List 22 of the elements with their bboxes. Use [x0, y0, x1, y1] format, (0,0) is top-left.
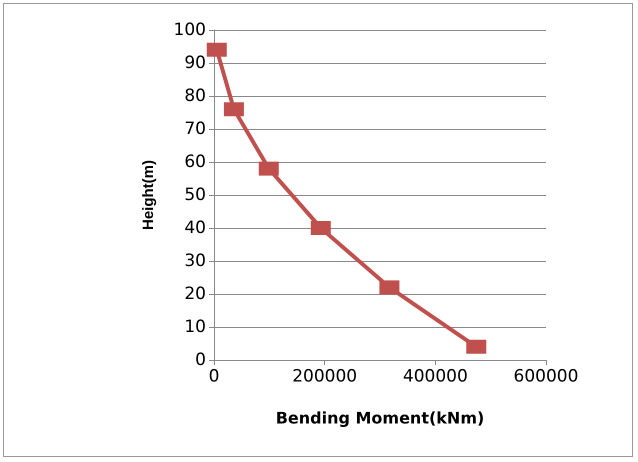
y-tick-label: 70 [184, 119, 206, 139]
y-tick-label: 80 [184, 86, 206, 106]
x-tick-label: 600000 [514, 366, 578, 386]
point [379, 280, 400, 294]
x-tick-label: 200000 [292, 366, 358, 386]
y-tick-label: 0 [195, 350, 206, 370]
y-tick-label: 100 [174, 20, 206, 40]
y-tick-label: 30 [184, 251, 206, 271]
y-axis-title: Height(m) [140, 160, 157, 230]
y-tick-label: 40 [184, 218, 206, 238]
y-tick-label: 50 [184, 185, 206, 205]
y-tick-label: 20 [184, 284, 206, 304]
point [206, 42, 227, 57]
y-tick-label: 10 [184, 317, 206, 337]
x-tick-label: 0 [208, 366, 220, 386]
x-axis-title: Bending Moment(kNm) [276, 408, 484, 428]
point [466, 340, 486, 354]
point [258, 162, 279, 176]
y-tick-label: 60 [184, 152, 206, 172]
y-tick-label: 90 [184, 53, 206, 73]
point [224, 102, 244, 116]
x-tick-label: 400000 [402, 366, 468, 386]
